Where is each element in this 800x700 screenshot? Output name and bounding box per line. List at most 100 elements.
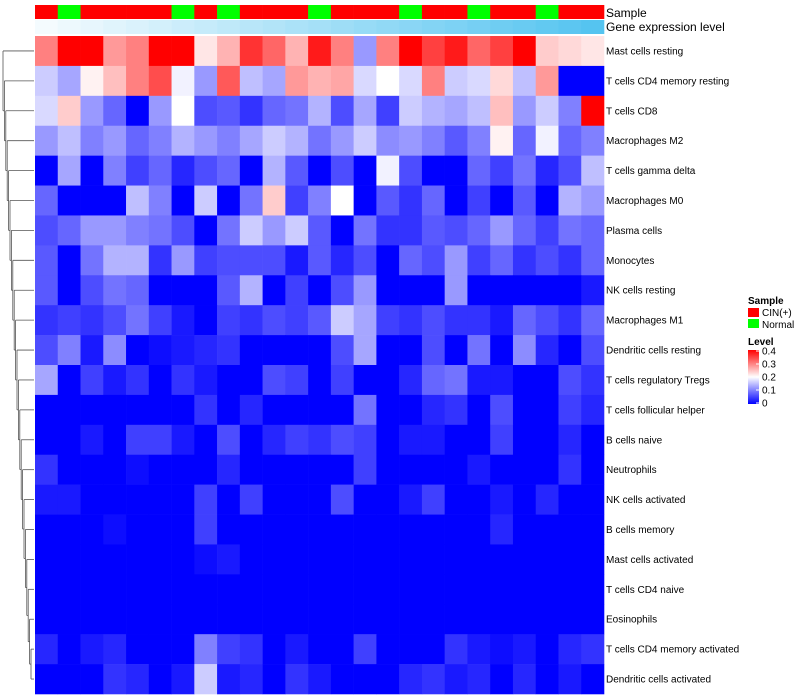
- heatmap-cell: [262, 65, 286, 97]
- heatmap-cell: [171, 664, 195, 695]
- heatmap-cell: [421, 484, 445, 515]
- heatmap-cell: [171, 394, 195, 426]
- heatmap-cell: [581, 544, 605, 575]
- heatmap-cell: [103, 365, 127, 396]
- heatmap-cell: [148, 664, 172, 695]
- heatmap-cell: [444, 215, 468, 246]
- heatmap-cell: [57, 365, 81, 396]
- sample-cell: [558, 5, 582, 19]
- heatmap-cell: [490, 275, 514, 306]
- heatmap-cell: [330, 65, 354, 97]
- heatmap-cell: [444, 365, 468, 396]
- heatmap-cell: [421, 155, 445, 186]
- heatmap-cell: [467, 95, 491, 127]
- sample-cell: [308, 5, 332, 19]
- heatmap-cell: [376, 245, 400, 276]
- legend-tick-label: 0: [762, 399, 768, 410]
- heatmap-cell: [57, 275, 81, 306]
- heatmap-cell: [376, 365, 400, 396]
- heatmap-cell: [35, 36, 59, 67]
- heatmap-cell: [80, 215, 104, 246]
- heatmap-cell: [126, 95, 150, 127]
- heatmap-cell: [239, 245, 263, 276]
- legend-level-ticks: 0.4 0.3 0.2 0.1 0: [756, 347, 776, 410]
- heatmap-cell: [558, 245, 582, 276]
- heatmap-cell: [421, 95, 445, 127]
- heatmap-cell: [512, 65, 537, 97]
- row-label: Macrophages M0: [606, 196, 684, 207]
- heatmap-cell: [194, 365, 218, 396]
- heatmap-cell: [239, 155, 263, 186]
- heatmap-cell: [353, 65, 377, 97]
- heatmap-cell: [285, 424, 309, 456]
- expression-cell: [126, 20, 150, 34]
- row-label: T cells CD4 memory resting: [606, 76, 729, 87]
- heatmap-cell: [581, 155, 605, 186]
- heatmap-cell: [103, 634, 127, 665]
- heatmap-cell: [467, 604, 491, 635]
- heatmap-cell: [194, 424, 218, 456]
- heatmap-cell: [35, 125, 59, 156]
- sample-cell: [171, 5, 195, 19]
- heatmap-cell: [103, 664, 127, 695]
- heatmap-cell: [217, 514, 241, 545]
- heatmap-cell: [353, 185, 377, 216]
- heatmap-cell: [194, 664, 218, 695]
- heatmap-cell: [239, 335, 263, 366]
- heatmap-cell: [512, 365, 537, 396]
- row-dendrogram: [2, 50, 34, 680]
- expression-cell: [171, 20, 195, 34]
- heatmap-cell: [239, 305, 263, 336]
- heatmap-cell: [239, 514, 263, 545]
- heatmap-cell: [330, 36, 354, 67]
- heatmap-cell: [330, 245, 354, 276]
- heatmap-cell: [444, 335, 468, 366]
- heatmap-cell: [444, 36, 468, 67]
- heatmap-cell: [57, 185, 81, 216]
- heatmap-cell: [581, 215, 605, 246]
- heatmap-cell: [239, 664, 263, 695]
- heatmap-cell: [467, 155, 491, 186]
- heatmap-cell: [80, 365, 104, 396]
- heatmap-cell: [490, 544, 514, 575]
- heatmap-cell: [353, 155, 377, 186]
- heatmap-cell: [308, 245, 332, 276]
- heatmap-cell: [581, 65, 605, 97]
- heatmap-cell: [80, 95, 104, 127]
- heatmap-cell: [57, 215, 81, 246]
- heatmap-cell: [467, 36, 491, 67]
- heatmap-cell: [126, 514, 150, 545]
- heatmap-cell: [171, 634, 195, 665]
- heatmap-cell: [148, 95, 172, 127]
- row-label: T cells CD8: [606, 106, 658, 117]
- heatmap-cell: [353, 514, 377, 545]
- heatmap-cell: [103, 604, 127, 635]
- heatmap-cell: [581, 335, 605, 366]
- heatmap-cell: [103, 185, 127, 216]
- heatmap-cell: [535, 125, 559, 156]
- heatmap-cell: [581, 514, 605, 545]
- heatmap-cell: [239, 424, 263, 456]
- heatmap-cell: [126, 305, 150, 336]
- heatmap-cell: [308, 275, 332, 306]
- heatmap-cell: [80, 574, 104, 605]
- row-label: Mast cells activated: [606, 555, 693, 566]
- heatmap-cell: [308, 394, 332, 426]
- heatmap-cell: [376, 335, 400, 366]
- heatmap-cell: [148, 305, 172, 336]
- heatmap-cell: [353, 604, 377, 635]
- heatmap-cell: [558, 365, 582, 396]
- heatmap-cell: [217, 604, 241, 635]
- heatmap-cell: [217, 544, 241, 575]
- heatmap-cell: [57, 454, 81, 485]
- heatmap-cell: [376, 514, 400, 545]
- heatmap-cell: [467, 125, 491, 156]
- heatmap-cell: [444, 454, 468, 485]
- sample-cell: [376, 5, 400, 19]
- heatmap-cell: [57, 36, 81, 67]
- heatmap-cell: [171, 125, 195, 156]
- heatmap-cell: [330, 424, 354, 456]
- heatmap-cell: [581, 454, 605, 485]
- heatmap-cell: [285, 275, 309, 306]
- heatmap-cell: [57, 634, 81, 665]
